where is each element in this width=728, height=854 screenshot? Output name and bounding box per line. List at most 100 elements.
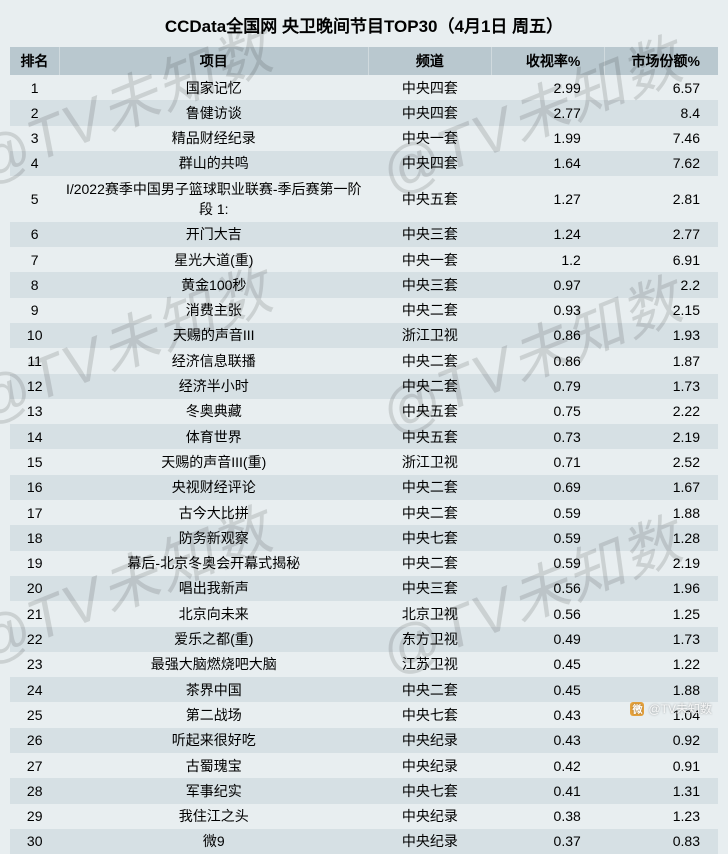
cell-rank: 7	[10, 247, 59, 272]
col-header-program: 项目	[59, 47, 368, 75]
cell-rank: 2	[10, 100, 59, 125]
cell-program: 鲁健访谈	[59, 100, 368, 125]
cell-channel: 中央三套	[368, 576, 491, 601]
cell-rank: 18	[10, 525, 59, 550]
cell-share: 1.31	[605, 778, 718, 803]
cell-share: 2.19	[605, 424, 718, 449]
table-row: 13冬奥典藏中央五套0.752.22	[10, 399, 718, 424]
cell-channel: 中央二套	[368, 500, 491, 525]
cell-program: 开门大吉	[59, 222, 368, 247]
table-row: 25第二战场中央七套0.431.04	[10, 702, 718, 727]
table-row: 11经济信息联播中央二套0.861.87	[10, 348, 718, 373]
cell-program: 防务新观察	[59, 525, 368, 550]
cell-channel: 中央七套	[368, 778, 491, 803]
cell-program: 最强大脑燃烧吧大脑	[59, 652, 368, 677]
cell-rank: 16	[10, 475, 59, 500]
cell-channel: 中央二套	[368, 551, 491, 576]
cell-channel: 中央纪录	[368, 804, 491, 829]
cell-share: 1.25	[605, 601, 718, 626]
cell-share: 2.52	[605, 449, 718, 474]
cell-rank: 28	[10, 778, 59, 803]
cell-channel: 中央二套	[368, 677, 491, 702]
cell-rating: 0.43	[492, 728, 605, 753]
cell-rank: 21	[10, 601, 59, 626]
table-row: 24茶界中国中央二套0.451.88	[10, 677, 718, 702]
cell-channel: 北京卫视	[368, 601, 491, 626]
table-row: 16央视财经评论中央二套0.691.67	[10, 475, 718, 500]
cell-channel: 中央七套	[368, 702, 491, 727]
cell-rating: 0.69	[492, 475, 605, 500]
table-row: 30微9中央纪录0.370.83	[10, 829, 718, 854]
cell-channel: 中央纪录	[368, 753, 491, 778]
table-row: 29我住江之头中央纪录0.381.23	[10, 804, 718, 829]
table-row: 6开门大吉中央三套1.242.77	[10, 222, 718, 247]
table-row: 20唱出我新声中央三套0.561.96	[10, 576, 718, 601]
cell-program: 体育世界	[59, 424, 368, 449]
cell-share: 6.91	[605, 247, 718, 272]
cell-program: 精品财经纪录	[59, 126, 368, 151]
cell-share: 0.83	[605, 829, 718, 854]
cell-rank: 24	[10, 677, 59, 702]
table-row: 4群山的共鸣中央四套1.647.62	[10, 151, 718, 176]
cell-program: 天赐的声音III(重)	[59, 449, 368, 474]
table-row: 7星光大道(重)中央一套1.26.91	[10, 247, 718, 272]
cell-share: 2.81	[605, 176, 718, 222]
cell-share: 7.46	[605, 126, 718, 151]
cell-program: 听起来很好吃	[59, 728, 368, 753]
col-header-rank: 排名	[10, 47, 59, 75]
cell-channel: 中央二套	[368, 298, 491, 323]
table-row: 21北京向未来北京卫视0.561.25	[10, 601, 718, 626]
cell-rank: 19	[10, 551, 59, 576]
cell-rating: 0.59	[492, 525, 605, 550]
cell-rating: 0.56	[492, 576, 605, 601]
cell-channel: 中央四套	[368, 100, 491, 125]
cell-rank: 27	[10, 753, 59, 778]
cell-rank: 14	[10, 424, 59, 449]
table-row: 18防务新观察中央七套0.591.28	[10, 525, 718, 550]
cell-share: 8.4	[605, 100, 718, 125]
cell-rating: 2.77	[492, 100, 605, 125]
cell-rating: 1.2	[492, 247, 605, 272]
cell-share: 1.67	[605, 475, 718, 500]
cell-rating: 0.38	[492, 804, 605, 829]
cell-program: 冬奥典藏	[59, 399, 368, 424]
cell-program: 幕后-北京冬奥会开幕式揭秘	[59, 551, 368, 576]
cell-program: 消费主张	[59, 298, 368, 323]
cell-rating: 0.43	[492, 702, 605, 727]
cell-rank: 26	[10, 728, 59, 753]
cell-rating: 1.24	[492, 222, 605, 247]
cell-share: 2.19	[605, 551, 718, 576]
table-row: 19幕后-北京冬奥会开幕式揭秘中央二套0.592.19	[10, 551, 718, 576]
cell-rank: 29	[10, 804, 59, 829]
cell-rating: 0.37	[492, 829, 605, 854]
cell-share: 1.22	[605, 652, 718, 677]
cell-rank: 30	[10, 829, 59, 854]
cell-rating: 0.75	[492, 399, 605, 424]
col-header-channel: 频道	[368, 47, 491, 75]
cell-share: 2.15	[605, 298, 718, 323]
col-header-rating: 收视率%	[492, 47, 605, 75]
col-header-share: 市场份额%	[605, 47, 718, 75]
cell-program: 爱乐之都(重)	[59, 627, 368, 652]
table-row: 28军事纪实中央七套0.411.31	[10, 778, 718, 803]
cell-channel: 中央纪录	[368, 829, 491, 854]
weibo-icon: 微	[630, 702, 644, 716]
cell-rating: 0.73	[492, 424, 605, 449]
cell-rank: 8	[10, 272, 59, 297]
cell-share: 1.88	[605, 500, 718, 525]
cell-rating: 0.59	[492, 551, 605, 576]
cell-rank: 20	[10, 576, 59, 601]
cell-program: 国家记忆	[59, 75, 368, 100]
cell-share: 1.96	[605, 576, 718, 601]
cell-share: 1.93	[605, 323, 718, 348]
table-row: 1国家记忆中央四套2.996.57	[10, 75, 718, 100]
cell-channel: 中央三套	[368, 272, 491, 297]
cell-program: 唱出我新声	[59, 576, 368, 601]
table-row: 22爱乐之都(重)东方卫视0.491.73	[10, 627, 718, 652]
cell-channel: 中央一套	[368, 126, 491, 151]
table-row: 26听起来很好吃中央纪录0.430.92	[10, 728, 718, 753]
cell-program: 古蜀瑰宝	[59, 753, 368, 778]
table-row: 9消费主张中央二套0.932.15	[10, 298, 718, 323]
table-row: 5I/2022赛季中国男子篮球职业联赛-季后赛第一阶段 1:中央五套1.272.…	[10, 176, 718, 222]
cell-channel: 东方卫视	[368, 627, 491, 652]
